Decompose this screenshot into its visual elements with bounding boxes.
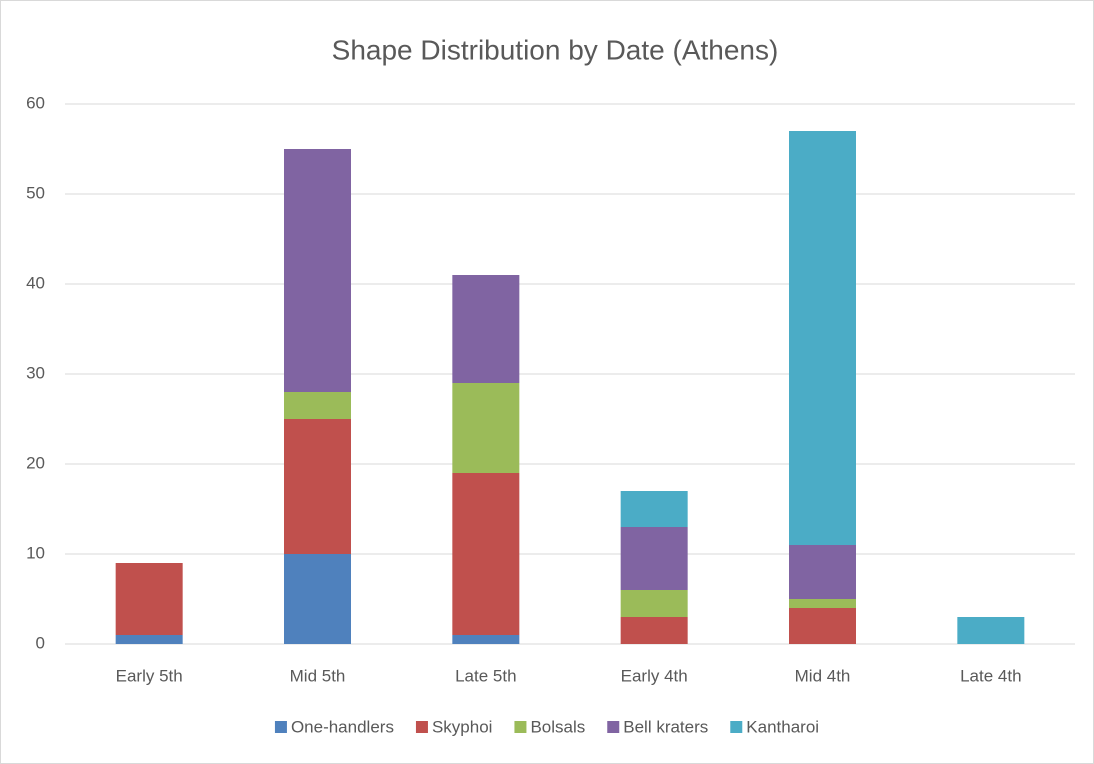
bar-segment	[789, 608, 856, 644]
legend-swatch	[607, 721, 620, 733]
y-tick-label: 30	[26, 363, 45, 382]
bar-segment	[284, 419, 351, 554]
y-tick-label: 20	[26, 453, 45, 472]
legend-swatch	[415, 721, 428, 733]
bar-segment	[452, 383, 520, 473]
y-tick-label: 0	[36, 633, 45, 652]
x-tick-label: Mid 5th	[290, 666, 346, 685]
bar-segment	[284, 392, 351, 419]
x-tick-label: Late 4th	[960, 666, 1021, 685]
bar-segment	[620, 527, 688, 590]
bar-segment	[284, 149, 351, 392]
bar-segment	[115, 563, 183, 635]
y-tick-label: 60	[26, 93, 45, 112]
legend-label: One-handlers	[291, 717, 394, 736]
legend-swatch	[514, 721, 527, 733]
bar-segment	[620, 491, 688, 527]
bar-segment	[789, 545, 856, 599]
legend-label: Skyphoi	[432, 717, 492, 736]
x-tick-label: Late 5th	[455, 666, 516, 685]
bar-segment	[957, 617, 1025, 644]
bar-segment	[452, 635, 520, 644]
x-tick-label: Mid 4th	[795, 666, 851, 685]
legend-label: Bolsals	[530, 717, 585, 736]
y-tick-label: 10	[26, 543, 45, 562]
y-tick-label: 50	[26, 183, 45, 202]
x-tick-label: Early 5th	[116, 666, 183, 685]
bar-segment	[452, 473, 520, 635]
bar-segment	[789, 131, 856, 545]
bar-segment	[789, 599, 856, 608]
bar-segment	[452, 275, 520, 383]
legend-swatch	[274, 721, 287, 733]
bar-segment	[284, 554, 351, 644]
chart-title: Shape Distribution by Date (Athens)	[332, 34, 779, 65]
x-tick-label: Early 4th	[621, 666, 688, 685]
y-tick-label: 40	[26, 273, 45, 292]
bar-segment	[620, 590, 688, 617]
legend-swatch	[730, 721, 743, 733]
legend-label: Kantharoi	[746, 717, 819, 736]
bar-segment	[620, 617, 688, 644]
legend-label: Bell kraters	[623, 717, 708, 736]
bar-segment	[115, 635, 183, 644]
